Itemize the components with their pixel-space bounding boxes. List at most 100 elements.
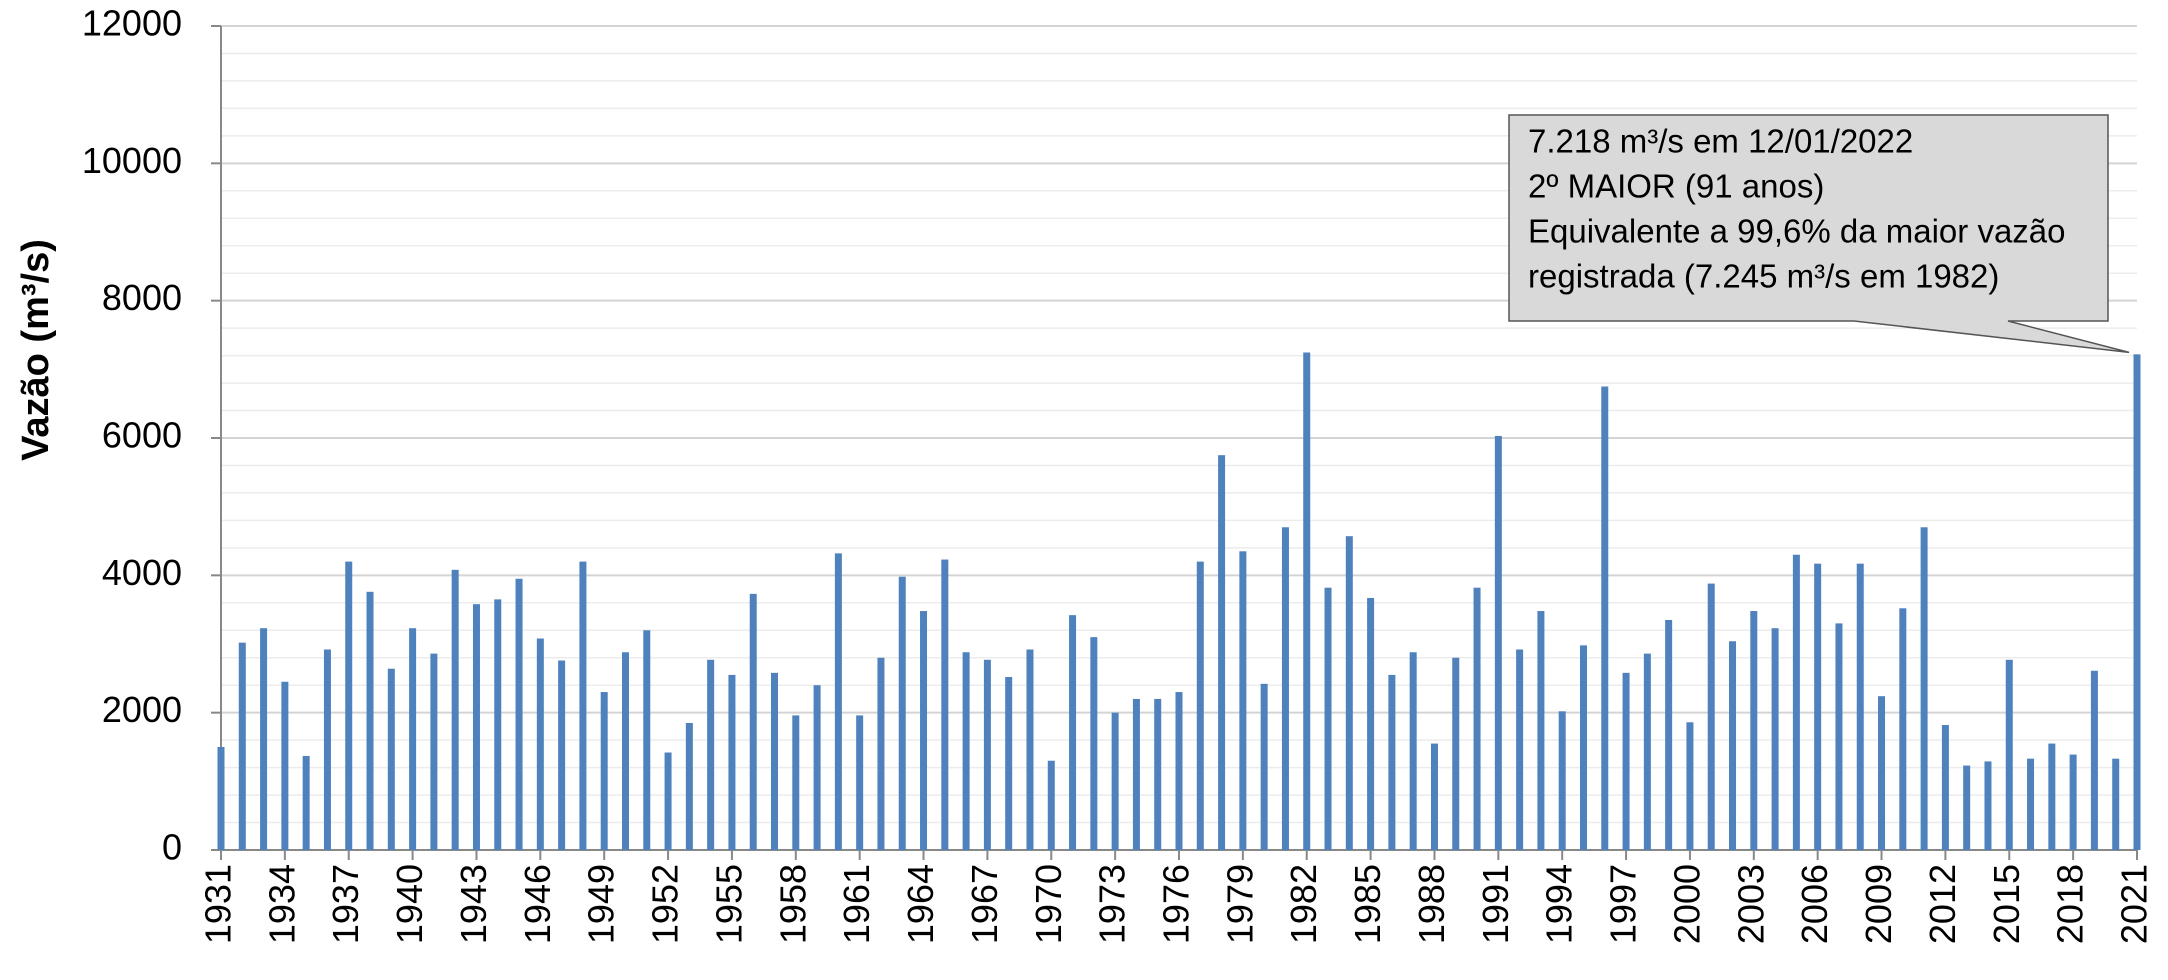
x-tick-label: 1964 [900,864,941,944]
bar [1963,765,1971,850]
bar [920,611,928,850]
bar [1196,561,1204,850]
bar [1835,623,1843,850]
bar [2027,758,2035,850]
x-tick-label: 1940 [389,864,430,944]
bar [345,561,353,850]
y-tick-label: 6000 [102,415,182,456]
bar [1856,563,1864,850]
bar [1920,527,1928,850]
bar [1005,676,1013,850]
bar [2133,354,2141,850]
bar [834,553,842,850]
bar [1941,725,1949,850]
bar [1899,608,1907,850]
bar [387,668,395,850]
x-tick-label: 2009 [1858,864,1899,944]
bar [1388,674,1396,850]
x-tick-label: 1979 [1219,864,1260,944]
bar [1111,712,1119,850]
y-tick-label: 4000 [102,552,182,593]
bar [1537,611,1545,850]
bar [2090,670,2098,850]
bar [1558,711,1566,850]
bar [430,653,438,850]
x-tick-label: 1997 [1603,864,1644,944]
bar [1239,551,1247,850]
x-tick-label: 1958 [772,864,813,944]
bar [600,692,608,850]
bar [579,561,587,850]
bar [962,652,970,850]
x-tick-label: 1949 [581,864,622,944]
bar [409,628,417,850]
bar [1516,649,1524,850]
bar [1792,554,1800,850]
bar [1430,743,1438,850]
bar [1090,637,1098,850]
bar [621,652,629,850]
bar [1452,657,1460,850]
bar [1878,696,1886,850]
x-tick-label: 1937 [325,864,366,944]
bar [472,604,480,850]
bar [898,576,906,850]
bar [877,657,885,850]
x-tick-label: 1934 [261,864,302,944]
bar [856,715,864,850]
y-tick-label: 0 [162,827,182,868]
y-tick-label: 10000 [82,140,182,181]
bar [260,628,268,850]
bar [1324,587,1332,850]
bar [1473,587,1481,850]
x-tick-label: 1982 [1283,864,1324,944]
bar [643,630,651,850]
bar [1750,611,1758,850]
annotation-text: Equivalente a 99,6% da maior vazão [1528,213,2066,250]
x-tick-label: 2012 [1922,864,1963,944]
y-tick-label: 2000 [102,689,182,730]
bar [238,642,246,850]
x-tick-label: 1967 [964,864,1005,944]
x-tick-label: 1991 [1475,864,1516,944]
x-tick-label: 1931 [198,864,239,944]
x-tick-label: 1952 [645,864,686,944]
bar [1154,698,1162,850]
annotation-text: 2º MAIOR (91 anos) [1528,168,1824,205]
x-tick-label: 2021 [2114,864,2155,944]
bar [2048,743,2056,850]
bar [1665,619,1673,850]
bar [813,685,821,850]
bar [536,638,544,850]
x-tick-label: 1976 [1156,864,1197,944]
x-tick-label: 1955 [708,864,749,944]
bar [217,747,225,850]
bar [1686,722,1694,850]
bar [1132,698,1140,850]
bar [515,578,523,850]
x-tick-label: 2015 [1986,864,2027,944]
bar [1643,653,1651,850]
x-tick-label: 1943 [453,864,494,944]
bar [366,591,374,850]
x-tick-label: 1985 [1347,864,1388,944]
bar [281,681,289,850]
bar [685,722,693,850]
bar [1069,615,1077,850]
bar [1409,652,1417,850]
bar [494,599,502,850]
bar [749,593,757,850]
x-tick-label: 1994 [1539,864,1580,944]
bar [2005,659,2013,850]
y-tick-label: 12000 [82,3,182,44]
bar [451,569,459,850]
bar [1729,641,1737,850]
x-tick-label: 2000 [1666,864,1707,944]
bar [1771,628,1779,850]
bar [1026,649,1034,850]
bar [1047,760,1055,850]
bar [1260,683,1268,850]
annotation-callout [1508,114,2130,354]
bar [1707,583,1715,850]
bar [558,660,566,850]
